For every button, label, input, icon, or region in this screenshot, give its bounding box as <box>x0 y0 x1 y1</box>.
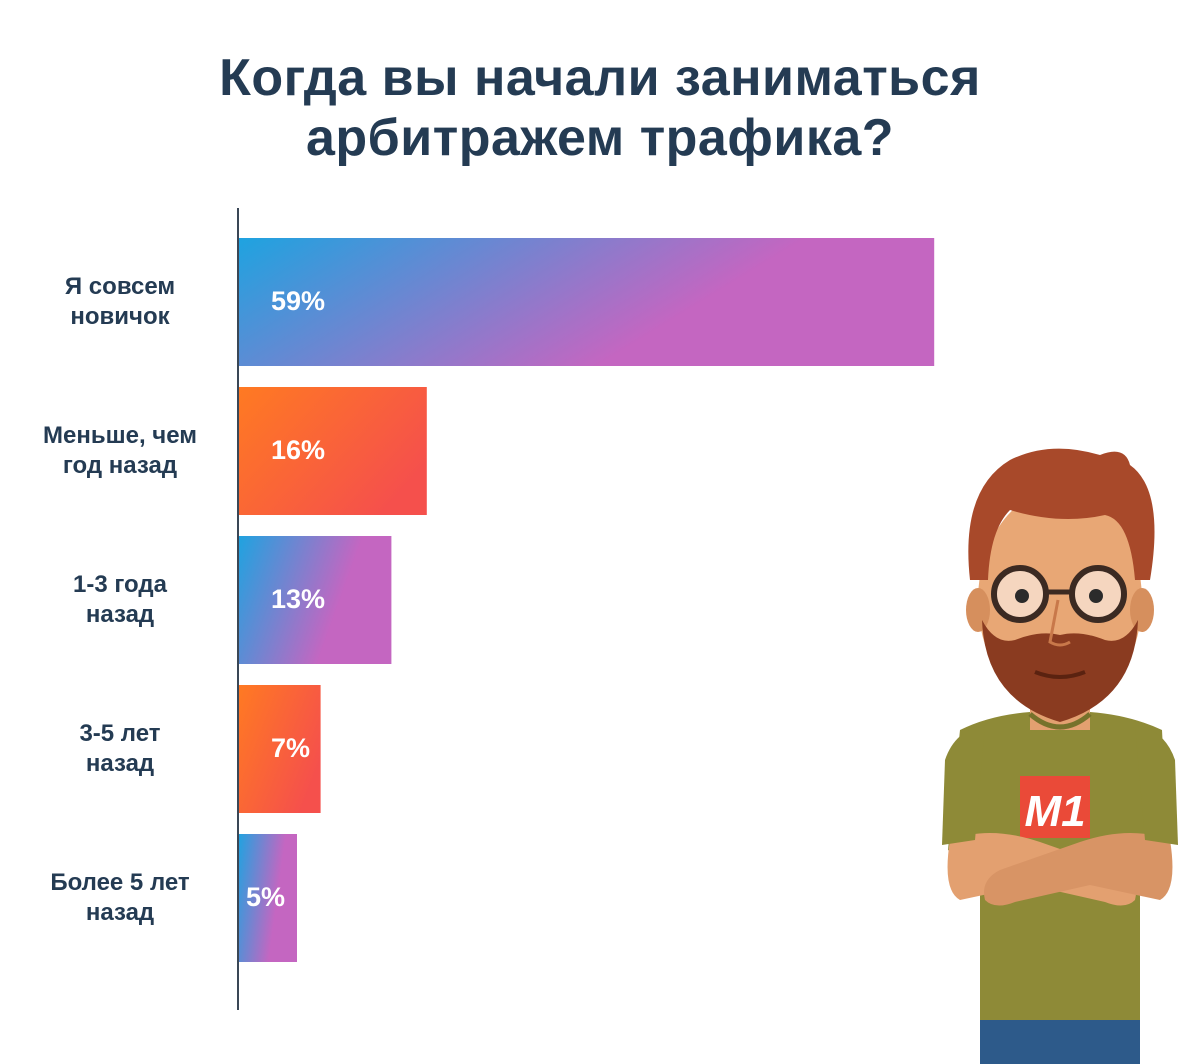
category-label-line: 1-3 года <box>73 571 167 598</box>
category-label-line: год назад <box>62 452 178 479</box>
category-label-line: назад <box>85 750 155 777</box>
category-label-3: 3-5 лет назад <box>10 719 230 779</box>
category-label-line: назад <box>85 899 155 926</box>
category-label-2: 1-3 года назад <box>10 570 230 630</box>
chart-title-line-2: арбитражем трафика? <box>305 109 895 167</box>
bar-0 <box>238 238 935 366</box>
category-label-line: Более 5 лет <box>50 869 190 896</box>
category-label-1: Меньше, чем год назад <box>10 421 230 481</box>
svg-text:M1: M1 <box>1024 787 1085 836</box>
category-label-line: 3-5 лет <box>79 720 161 747</box>
bar-value-label-4: 5% <box>246 882 286 912</box>
chart-title: Когда вы начали заниматься арбитражем тр… <box>0 48 1200 168</box>
category-label-line: Я совсем <box>64 273 176 300</box>
category-label-line: Меньше, чем <box>43 422 197 449</box>
bar-3 <box>238 685 321 813</box>
bar-1 <box>238 387 427 515</box>
bar-value-label-1: 16% <box>271 435 326 465</box>
category-label-4: Более 5 лет назад <box>10 868 230 928</box>
chart-title-line-1: Когда вы начали заниматься <box>219 49 981 107</box>
category-label-0: Я совсем новичок <box>10 272 230 332</box>
category-label-line: назад <box>85 601 155 628</box>
bar-value-label-3: 7% <box>271 733 311 763</box>
bar-value-label-2: 13% <box>271 584 326 614</box>
category-label-line: новичок <box>70 303 170 330</box>
bearded-man-icon: M1 <box>942 448 1178 1064</box>
bar-2 <box>238 536 392 664</box>
bar-4 <box>238 834 297 962</box>
bar-value-label-0: 59% <box>271 286 326 316</box>
